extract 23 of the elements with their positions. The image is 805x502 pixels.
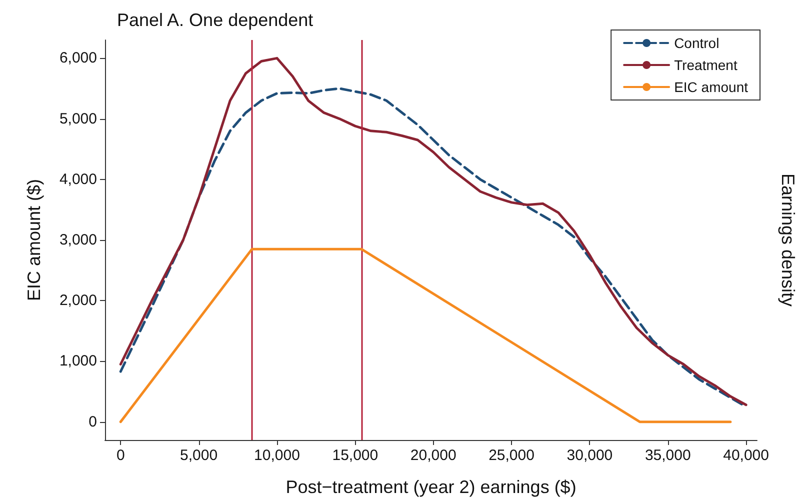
y-tick-label: 6,000 <box>59 50 97 67</box>
y-tick-label: 5,000 <box>59 110 97 128</box>
x-tick-label: 5,000 <box>180 447 218 464</box>
x-tick-label: 35,000 <box>644 447 691 464</box>
x-tick-label: 40,000 <box>723 447 769 464</box>
y-tick-label: 2,000 <box>59 292 97 310</box>
x-axis-title: Post−treatment (year 2) earnings ($) <box>286 477 576 497</box>
x-tick-label: 25,000 <box>488 447 534 464</box>
x-tick-label: 0 <box>116 447 125 464</box>
legend-label: Treatment <box>674 57 738 73</box>
chart-title: Panel A. One dependent <box>117 10 314 30</box>
x-tick-label: 10,000 <box>254 447 300 464</box>
y-tick-label: 4,000 <box>59 170 97 188</box>
y2-axis-title: Earnings density <box>778 173 798 307</box>
y-axis-title: EIC amount ($) <box>24 178 44 302</box>
legend-label: Control <box>674 35 720 51</box>
x-tick-label: 20,000 <box>410 447 456 464</box>
y-tick-label: 1,000 <box>59 352 97 370</box>
y-tick-label: 0 <box>88 413 97 430</box>
y-tick-label: 3,000 <box>59 232 97 248</box>
x-tick-label: 15,000 <box>332 447 378 464</box>
x-tick-label: 30,000 <box>566 447 613 464</box>
legend-label: EIC amount <box>674 79 748 95</box>
